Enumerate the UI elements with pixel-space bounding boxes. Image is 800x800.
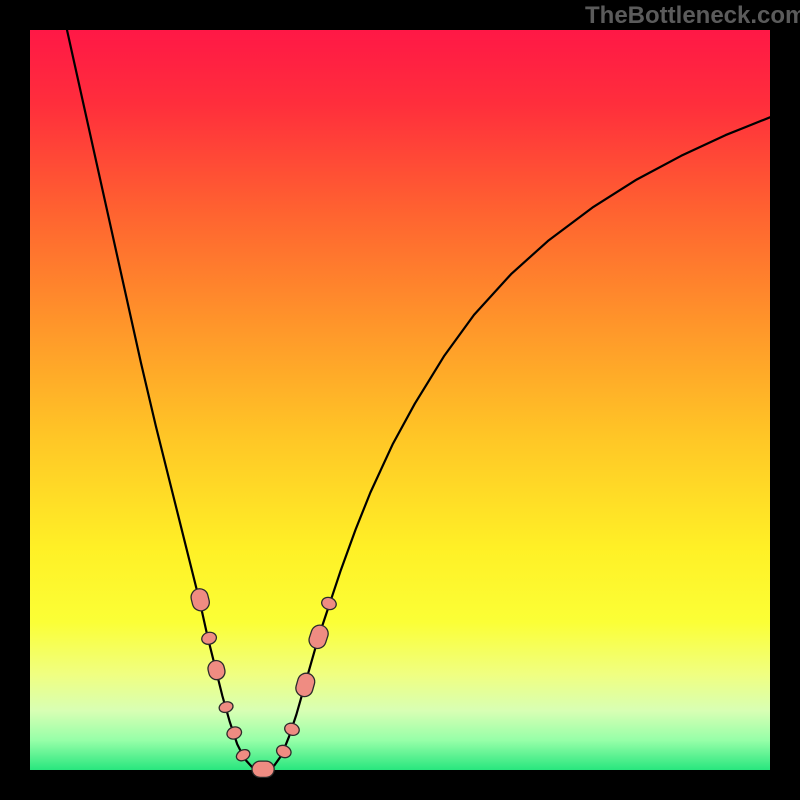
bottleneck-chart-svg [0,0,800,800]
chart-frame [0,0,800,800]
data-marker [252,761,274,777]
watermark-text: TheBottleneck.com [585,2,800,30]
plot-background [30,30,770,770]
